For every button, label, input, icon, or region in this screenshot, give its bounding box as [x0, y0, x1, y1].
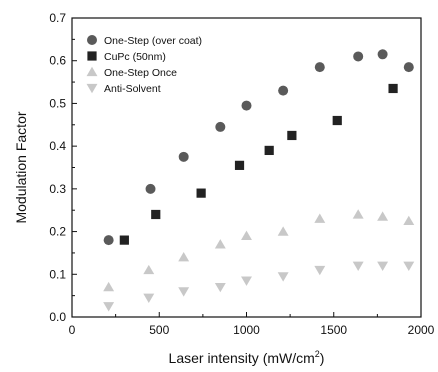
x-axis-tick-labels: 0 500 1000 1500 2000	[69, 323, 435, 337]
data-point	[377, 211, 389, 221]
data-point	[119, 235, 129, 245]
data-point	[314, 265, 326, 276]
data-point	[264, 145, 274, 156]
data-point	[178, 287, 190, 297]
legend-label: One-Step Once	[104, 67, 177, 79]
y-tick-label: 0.2	[49, 225, 66, 239]
legend-item: One-Step (over coat)	[87, 35, 202, 47]
x-tick-label: 500	[149, 323, 169, 337]
data-point	[196, 188, 206, 198]
data-point	[377, 49, 388, 60]
data-point	[403, 215, 415, 226]
data-point	[214, 282, 226, 293]
data-point	[143, 264, 155, 275]
y-tick-label: 0.7	[49, 11, 66, 25]
data-point	[103, 235, 114, 246]
data-point	[353, 51, 364, 62]
data-point	[241, 230, 252, 241]
data-point	[178, 252, 190, 262]
data-point	[287, 130, 297, 141]
data-point	[332, 115, 342, 126]
data-point	[214, 239, 226, 249]
data-point	[352, 209, 364, 219]
data-point	[178, 151, 189, 162]
data-point	[241, 100, 252, 111]
data-point	[143, 293, 155, 303]
series-0	[103, 49, 414, 246]
data-point	[314, 62, 325, 73]
x-axis-label-text: Laser intensity (mW/cm	[169, 350, 315, 366]
x-axis-label-superscript: 2	[315, 349, 320, 359]
x-tick-label: 2000	[408, 323, 435, 337]
x-axis-ticks	[71, 312, 422, 317]
data-point	[277, 272, 289, 282]
data-point	[103, 302, 115, 312]
y-tick-label: 0.1	[49, 267, 66, 281]
data-markers	[103, 49, 415, 312]
x-tick-label: 1500	[320, 323, 347, 337]
x-tick-label: 1000	[233, 323, 260, 337]
data-point	[145, 183, 156, 194]
data-point	[277, 226, 289, 236]
data-point	[241, 276, 252, 286]
data-point	[151, 209, 161, 220]
data-point	[403, 261, 415, 271]
data-point	[314, 213, 326, 223]
x-axis-label: Laser intensity (mW/cm2)	[169, 349, 325, 366]
legend-marker	[87, 35, 97, 45]
y-axis-tick-labels: 0.0 0.1 0.2 0.3 0.4 0.5 0.6 0.7	[49, 11, 66, 324]
data-point	[103, 281, 115, 292]
data-point	[352, 261, 364, 271]
legend-item: Anti-Solvent	[86, 83, 161, 95]
data-point	[215, 121, 226, 132]
data-point	[388, 83, 398, 94]
series-3	[103, 261, 415, 312]
data-point	[278, 85, 289, 96]
y-tick-label: 0.5	[49, 96, 66, 110]
y-axis-ticks	[72, 17, 77, 318]
legend-item: CuPc (50nm)	[87, 51, 166, 63]
y-axis-label: Modulation Factor	[13, 111, 29, 223]
x-axis-label-close: )	[320, 350, 325, 366]
y-tick-label: 0.3	[49, 182, 66, 196]
legend-marker	[86, 83, 98, 94]
series-1	[119, 83, 398, 245]
y-tick-label: 0.4	[49, 139, 66, 153]
data-point	[377, 261, 389, 271]
legend-label: Anti-Solvent	[104, 83, 161, 95]
series-2	[103, 209, 415, 292]
data-point	[234, 160, 245, 170]
data-point	[403, 62, 414, 73]
legend-marker	[87, 51, 97, 61]
legend-label: One-Step (over coat)	[104, 35, 202, 47]
legend-label: CuPc (50nm)	[104, 51, 166, 63]
legend-marker	[86, 66, 98, 77]
legend-item: One-Step Once	[86, 66, 177, 79]
x-tick-label: 0	[69, 323, 76, 337]
y-tick-label: 0.6	[49, 54, 66, 68]
legend: One-Step (over coat) CuPc (50nm) One-Step …	[86, 35, 202, 95]
y-tick-label: 0.0	[49, 310, 66, 324]
